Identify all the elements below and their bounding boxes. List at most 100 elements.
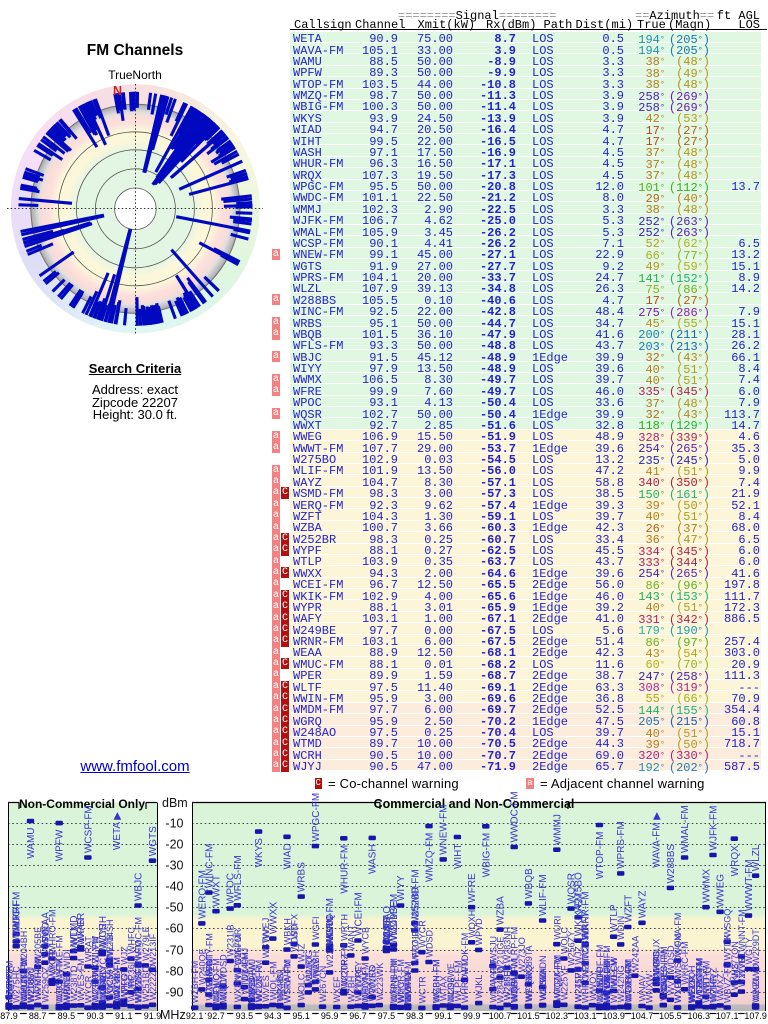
svg-text:WZMW: WZMW <box>403 971 413 1001</box>
svg-text:WFLS-FM: WFLS-FM <box>233 855 244 901</box>
svg-text:WDSD: WDSD <box>425 930 435 958</box>
svg-text:WLGF: WLGF <box>446 977 456 1004</box>
svg-text:WMNN: WMNN <box>62 971 72 1000</box>
svg-text:93.5: 93.5 <box>236 1011 254 1021</box>
svg-text:WDSD: WDSD <box>98 975 108 1003</box>
svg-text:WGTY-FM: WGTY-FM <box>204 933 214 975</box>
svg-text:WNXW: WNXW <box>645 973 655 1003</box>
svg-text:WGFI: WGFI <box>311 917 321 941</box>
svg-text:WVES-FM: WVES-FM <box>76 958 86 1001</box>
svg-text:WYCR: WYCR <box>83 975 93 1003</box>
svg-text:WAVA-FM ▶: WAVA-FM ▶ <box>652 812 663 868</box>
svg-text:WOCM-FM: WOCM-FM <box>105 956 115 1001</box>
svg-text:105.5: 105.5 <box>659 1011 682 1021</box>
svg-text:WSUF: WSUF <box>325 914 335 941</box>
svg-text:WCRH: WCRH <box>98 916 109 947</box>
svg-text:92.1: 92.1 <box>186 1011 204 1021</box>
svg-text:W242AA: W242AA <box>630 936 640 972</box>
svg-text:WKZL-FM: WKZL-FM <box>91 936 101 977</box>
svg-text:WYCR: WYCR <box>48 951 58 979</box>
svg-text:WAMU: WAMU <box>26 828 37 859</box>
svg-text:WTKE-FM: WTKE-FM <box>55 935 65 977</box>
svg-text:90.3: 90.3 <box>86 1011 104 1021</box>
svg-text:WOLC: WOLC <box>297 973 307 1001</box>
svg-text:WNEW-FM: WNEW-FM <box>439 805 450 855</box>
svg-text:WGRQ: WGRQ <box>325 914 336 946</box>
svg-text:WKDB-FM: WKDB-FM <box>602 945 612 988</box>
svg-text:WZBH-FM: WZBH-FM <box>5 961 15 1004</box>
svg-text:WHRO-FM: WHRO-FM <box>581 959 591 1004</box>
svg-text:W210GE: W210GE <box>496 937 506 974</box>
svg-text:WYPR: WYPR <box>12 907 23 937</box>
svg-text:W238TD: W238TD <box>69 965 79 1001</box>
svg-text:W275HC: W275HC <box>12 966 22 1003</box>
svg-text:WXPN-FM: WXPN-FM <box>389 960 399 1003</box>
svg-text:WDSD: WDSD <box>290 924 300 952</box>
svg-text:WTXH-FM: WTXH-FM <box>623 961 633 1004</box>
svg-text:W247WJ: W247WJ <box>247 959 257 996</box>
svg-text:WGBN-FM: WGBN-FM <box>694 958 704 1002</box>
svg-text:WQSV-FM: WQSV-FM <box>55 959 65 1002</box>
svg-text:WTGM-FM: WTGM-FM <box>552 957 562 1001</box>
svg-text:dBm: dBm <box>162 796 188 810</box>
svg-text:WLYC: WLYC <box>98 957 108 983</box>
svg-text:WCTR-FM: WCTR-FM <box>339 943 349 986</box>
svg-text:WWEG: WWEG <box>716 874 727 908</box>
svg-text:WYVL-FM: WYVL-FM <box>112 957 122 999</box>
svg-text:95.1: 95.1 <box>292 1011 310 1021</box>
svg-text:107.1: 107.1 <box>716 1011 739 1021</box>
svg-text:W275BO: W275BO <box>574 872 585 913</box>
svg-text:WMAL-FM: WMAL-FM <box>680 805 691 853</box>
svg-text:WASH: WASH <box>368 844 379 874</box>
svg-text:WLPF-FM: WLPF-FM <box>453 960 463 1001</box>
svg-text:WOLC: WOLC <box>559 926 569 954</box>
svg-text:WRNR-FM: WRNR-FM <box>581 891 592 940</box>
svg-text:WQXH: WQXH <box>467 910 477 938</box>
svg-text:WJYJ: WJYJ <box>98 923 109 949</box>
svg-text:103.1: 103.1 <box>574 1011 597 1021</box>
svg-text:WAYZ: WAYZ <box>638 891 649 919</box>
svg-text:WNNT-FM: WNNT-FM <box>737 909 747 952</box>
svg-text:91.1: 91.1 <box>115 1011 133 1021</box>
svg-text:-30: -30 <box>165 859 183 873</box>
svg-text:WXCY: WXCY <box>354 961 364 988</box>
svg-text:W287NX: W287NX <box>694 962 704 998</box>
svg-text:104.7: 104.7 <box>631 1011 654 1021</box>
svg-text:WAIY: WAIY <box>382 915 392 938</box>
svg-text:WDSD: WDSD <box>219 954 229 982</box>
svg-text:99.1: 99.1 <box>434 1011 452 1021</box>
svg-text:W248AO: W248AO <box>382 906 393 947</box>
svg-text:W299WO: W299WO <box>751 964 761 1003</box>
svg-text:WYKF: WYKF <box>488 958 498 985</box>
svg-text:WSGQ: WSGQ <box>723 909 733 938</box>
svg-text:WHFC: WHFC <box>127 927 137 954</box>
svg-text:WVRT-FM: WVRT-FM <box>403 961 413 1003</box>
svg-text:92.7: 92.7 <box>207 1011 225 1021</box>
svg-text:W272SF: W272SF <box>134 968 144 1004</box>
svg-text:WPRS-FM: WPRS-FM <box>616 821 627 869</box>
svg-text:WIHT: WIHT <box>453 844 464 870</box>
svg-text:Commercial and Non-Commercial: Commercial and Non-Commercial <box>374 797 575 811</box>
svg-text:WTDK-FM: WTDK-FM <box>240 952 250 995</box>
svg-text:WFGM-FM: WFGM-FM <box>233 935 243 979</box>
svg-text:91.9: 91.9 <box>144 1011 162 1021</box>
svg-text:WYCR: WYCR <box>417 920 427 948</box>
svg-text:W267OR: W267OR <box>233 928 243 966</box>
svg-text:WTRA-FM: WTRA-FM <box>283 961 293 1004</box>
svg-text:W216RQ: W216RQ <box>524 965 534 1002</box>
svg-text:99.9: 99.9 <box>463 1011 481 1021</box>
svg-text:WJVH: WJVH <box>510 977 520 1003</box>
svg-text:W213QH: W213QH <box>687 965 697 1002</box>
svg-text:W240HJ: W240HJ <box>240 948 250 983</box>
svg-text:W260FS: W260FS <box>652 951 662 986</box>
svg-text:WRQX: WRQX <box>730 845 741 876</box>
svg-text:WGTY: WGTY <box>744 938 754 965</box>
svg-text:WEAA: WEAA <box>40 912 51 942</box>
svg-text:WGBN-FM: WGBN-FM <box>432 959 442 1003</box>
svg-text:W205DO: W205DO <box>595 966 605 1003</box>
svg-text:WVRT: WVRT <box>304 954 314 981</box>
svg-text:W217PE: W217PE <box>354 966 364 1002</box>
svg-text:W288BS: W288BS <box>666 844 677 884</box>
svg-text:WRBS: WRBS <box>297 862 308 892</box>
svg-text:WQZK-FM: WQZK-FM <box>19 957 29 1000</box>
